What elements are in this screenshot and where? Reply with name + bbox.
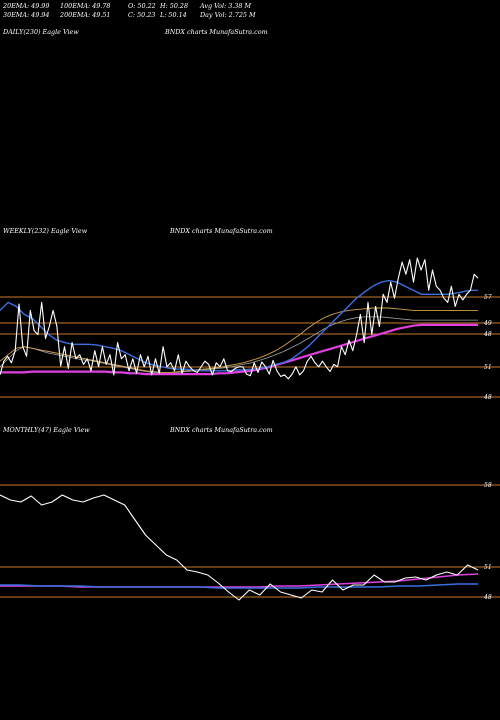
stat-low: L: 50.14	[160, 11, 187, 19]
weekly-tick-label: 49	[483, 320, 492, 327]
weekly-panel-label: WEEKLY(232) Eagle View	[3, 227, 88, 235]
monthly-panel-label: MONTHLY(47) Eagle View	[3, 426, 90, 434]
weekly-ema-gray-line	[0, 316, 478, 374]
daily-panel-label: DAILY(230) Eagle View	[3, 28, 79, 36]
stat-200ema: 200EMA: 49.51	[60, 11, 111, 19]
weekly-tick-label: 48	[483, 394, 492, 401]
monthly-ema-blue-line	[0, 583, 478, 589]
weekly-tick-label: 57	[484, 294, 492, 301]
weekly-ema-gold-line	[0, 307, 478, 373]
stat-30ema: 30EMA: 49.94	[3, 11, 50, 19]
weekly-ema-blue-line	[0, 279, 478, 372]
stat-20ema: 20EMA: 49.99	[3, 2, 50, 10]
stat-open: O: 50.22	[128, 2, 156, 10]
weekly-tick-label: 51	[484, 364, 492, 371]
monthly-price-line	[0, 494, 479, 601]
stat-close: C: 50.23	[128, 11, 156, 19]
stat-day-vol: Day Vol: 2.725 M	[200, 11, 256, 19]
weekly-price-line	[0, 257, 479, 380]
weekly-tick-label: 48	[483, 331, 492, 338]
stat-100ema: 100EMA: 49.78	[60, 2, 111, 10]
monthly-tick-label: 51	[484, 564, 492, 571]
monthly-tick-label: 58	[484, 482, 492, 489]
monthly-ema-magenta-line	[0, 573, 479, 588]
stat-high: H: 50.28	[160, 2, 189, 10]
monthly-panel-watermark: BNDX charts MunafaSutra.com	[170, 426, 273, 434]
weekly-panel-watermark: BNDX charts MunafaSutra.com	[170, 227, 273, 235]
weekly-ema-magenta-line	[0, 323, 478, 376]
monthly-tick-label: 48	[483, 594, 492, 601]
stat-avg-vol: Avg Vol: 3.38 M	[200, 2, 251, 10]
daily-panel-watermark: BNDX charts MunafaSutra.com	[165, 28, 268, 36]
